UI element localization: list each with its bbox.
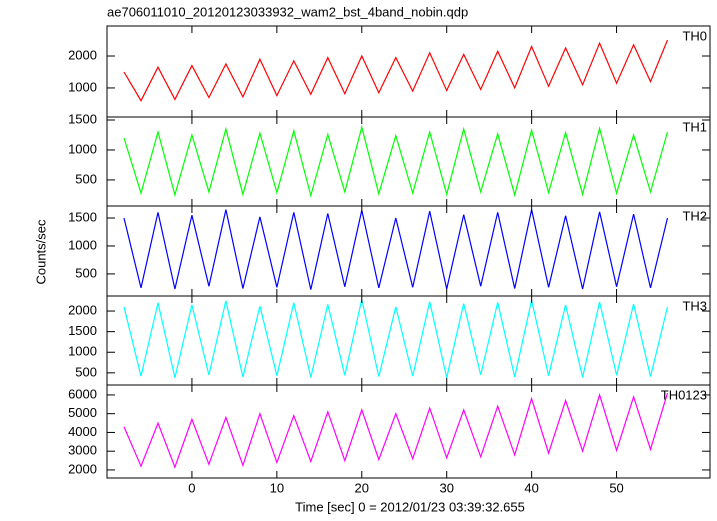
data-line bbox=[123, 392, 669, 469]
y-tick-label: 1000 bbox=[68, 79, 97, 94]
data-line bbox=[123, 209, 669, 290]
chart-title: ae706011010_20120123033932_wam2_bst_4ban… bbox=[107, 4, 468, 19]
y-tick-label: 4000 bbox=[68, 424, 97, 439]
legend-label: TH0 bbox=[682, 28, 707, 43]
x-axis-label: Time [sec] 0 = 2012/01/23 03:39:32.655 bbox=[295, 499, 525, 514]
y-tick-label: 1500 bbox=[68, 323, 97, 338]
y-tick-label: 2000 bbox=[68, 47, 97, 62]
y-tick-label: 500 bbox=[75, 265, 97, 280]
y-tick-label: 3000 bbox=[68, 443, 97, 458]
y-tick-label: 1500 bbox=[68, 209, 97, 224]
panel-frame bbox=[106, 116, 711, 207]
y-tick-label: 2000 bbox=[68, 302, 97, 317]
legend-label: TH3 bbox=[682, 298, 707, 313]
x-tick-label: 20 bbox=[355, 480, 369, 495]
y-tick-label: 5000 bbox=[68, 405, 97, 420]
panel-frame bbox=[106, 25, 711, 118]
x-tick-label: 50 bbox=[609, 480, 623, 495]
x-tick-label: 40 bbox=[524, 480, 538, 495]
x-tick-label: 0 bbox=[188, 480, 195, 495]
x-tick-label: 30 bbox=[439, 480, 453, 495]
x-tick-label: 10 bbox=[270, 480, 284, 495]
y-tick-label: 1000 bbox=[68, 344, 97, 359]
panel-frame bbox=[106, 384, 711, 479]
y-tick-label: 2000 bbox=[68, 461, 97, 476]
data-line bbox=[123, 39, 669, 102]
legend-label: TH2 bbox=[682, 208, 707, 223]
y-axis-label: Counts/sec bbox=[33, 219, 48, 285]
y-tick-label: 1000 bbox=[68, 141, 97, 156]
data-line bbox=[123, 124, 669, 198]
y-tick-label: 1500 bbox=[68, 111, 97, 126]
y-tick-label: 1000 bbox=[68, 237, 97, 252]
y-tick-label: 500 bbox=[75, 364, 97, 379]
data-line bbox=[123, 299, 669, 378]
legend-label: TH1 bbox=[682, 119, 707, 134]
panel-frame bbox=[106, 295, 711, 386]
y-tick-label: 500 bbox=[75, 171, 97, 186]
panel-frame bbox=[106, 205, 711, 297]
y-tick-label: 6000 bbox=[68, 386, 97, 401]
legend-label: TH0123 bbox=[661, 387, 707, 402]
